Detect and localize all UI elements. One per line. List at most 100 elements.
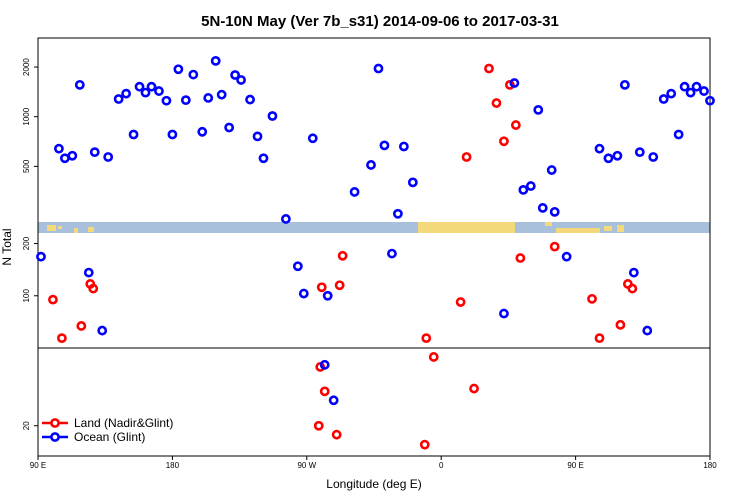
data-point bbox=[173, 64, 184, 75]
data-point bbox=[337, 250, 348, 261]
data-point bbox=[167, 129, 178, 140]
y-axis-label: N Total bbox=[0, 228, 14, 265]
data-point bbox=[76, 321, 87, 331]
land-patch bbox=[418, 222, 515, 233]
data-point bbox=[313, 420, 324, 431]
data-point bbox=[373, 63, 384, 74]
land-patch bbox=[545, 222, 552, 226]
data-point bbox=[561, 251, 572, 262]
data-point bbox=[128, 129, 139, 140]
data-point bbox=[74, 79, 85, 90]
data-point bbox=[146, 81, 157, 92]
data-point bbox=[292, 261, 303, 272]
data-point bbox=[407, 177, 418, 188]
data-point bbox=[210, 55, 221, 66]
data-point bbox=[319, 359, 330, 370]
data-point bbox=[549, 241, 560, 252]
data-point bbox=[491, 98, 502, 108]
data-points bbox=[36, 55, 715, 450]
y-tick-label: 100 bbox=[22, 289, 31, 303]
land-patch bbox=[617, 225, 624, 232]
x-tick-label: 0 bbox=[439, 461, 444, 470]
data-point bbox=[267, 111, 278, 121]
data-point bbox=[421, 333, 432, 344]
data-point bbox=[648, 152, 659, 162]
y-tick-label: 200 bbox=[22, 236, 31, 250]
data-point bbox=[230, 70, 241, 80]
data-point bbox=[619, 79, 630, 90]
land-patch bbox=[58, 226, 62, 229]
data-point bbox=[525, 181, 536, 191]
data-point bbox=[469, 383, 479, 394]
legend-label: Land (Nadir&Glint) bbox=[74, 416, 173, 430]
legend-label: Ocean (Glint) bbox=[74, 430, 145, 444]
ocean-band bbox=[38, 222, 710, 233]
data-point bbox=[48, 294, 58, 305]
y-axis: 500 1000 2000 100 200 20 bbox=[22, 58, 38, 430]
data-point bbox=[56, 333, 67, 344]
data-point bbox=[134, 81, 145, 92]
data-point bbox=[252, 131, 263, 142]
series-ocean bbox=[36, 55, 715, 406]
data-point bbox=[673, 129, 684, 140]
data-point bbox=[691, 81, 702, 92]
data-point bbox=[658, 94, 669, 104]
data-point bbox=[499, 136, 509, 147]
legend: Land (Nadir&Glint)Ocean (Glint) bbox=[42, 416, 173, 444]
data-point bbox=[685, 87, 696, 98]
data-point bbox=[245, 94, 255, 105]
data-point bbox=[224, 122, 235, 133]
data-point bbox=[499, 308, 509, 319]
land-patch bbox=[556, 228, 600, 233]
data-point bbox=[594, 333, 605, 344]
land-patch bbox=[74, 228, 78, 233]
data-point bbox=[515, 253, 526, 263]
data-point bbox=[97, 325, 108, 336]
data-point bbox=[319, 386, 330, 397]
data-point bbox=[161, 95, 172, 106]
data-point bbox=[587, 293, 597, 304]
data-point bbox=[428, 352, 439, 362]
data-point bbox=[121, 88, 132, 99]
data-point bbox=[236, 75, 246, 85]
y-tick-label: 20 bbox=[22, 421, 31, 430]
data-point bbox=[322, 290, 333, 301]
data-point bbox=[188, 69, 199, 80]
data-point bbox=[67, 150, 78, 161]
data-point bbox=[103, 152, 114, 162]
data-point bbox=[140, 87, 151, 98]
data-point bbox=[634, 147, 645, 158]
data-point bbox=[484, 63, 494, 74]
x-axis-label: Longitude (deg E) bbox=[326, 477, 421, 491]
data-point bbox=[379, 140, 390, 151]
y-tick-label: 2000 bbox=[22, 58, 31, 76]
data-point bbox=[54, 143, 64, 154]
x-tick-label: 180 bbox=[166, 461, 180, 470]
data-point bbox=[533, 104, 544, 115]
map-strip bbox=[38, 222, 710, 233]
data-point bbox=[331, 429, 342, 440]
data-point bbox=[398, 141, 409, 152]
data-point bbox=[307, 133, 318, 144]
x-tick-label: 180 bbox=[703, 461, 717, 470]
data-point bbox=[298, 288, 309, 299]
data-point bbox=[510, 120, 521, 130]
data-point bbox=[518, 185, 529, 195]
legend-marker bbox=[50, 418, 60, 428]
x-tick-label: 90 E bbox=[567, 461, 583, 470]
data-point bbox=[203, 93, 214, 103]
data-point bbox=[83, 267, 94, 278]
data-point bbox=[419, 439, 430, 450]
y-tick-label: 1000 bbox=[22, 107, 31, 125]
legend-marker bbox=[50, 432, 60, 442]
data-point bbox=[642, 325, 653, 336]
data-point bbox=[615, 319, 626, 330]
land-patch bbox=[88, 227, 94, 232]
data-point bbox=[154, 86, 164, 96]
data-point bbox=[612, 150, 623, 161]
data-point bbox=[628, 267, 639, 278]
data-point bbox=[549, 206, 560, 217]
x-tick-label: 90 W bbox=[297, 461, 316, 470]
y-tick-label: 500 bbox=[22, 159, 31, 173]
